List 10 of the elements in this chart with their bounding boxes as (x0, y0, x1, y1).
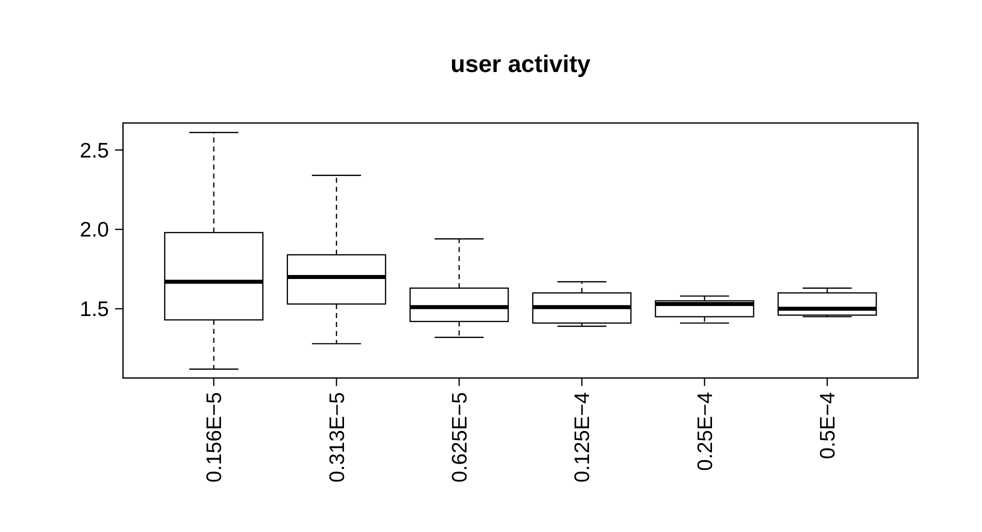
chart-title: user activity (450, 51, 592, 78)
x-tick-label: 0.5E−4 (816, 392, 840, 460)
y-tick-label: 2.0 (80, 218, 109, 242)
x-tick-label: 0.25E−4 (694, 392, 717, 471)
x-tick-label: 0.313E−5 (326, 392, 349, 483)
y-tick-label: 2.5 (80, 139, 109, 162)
y-tick-label: 1.5 (80, 298, 109, 322)
x-tick-label: 0.156E−5 (203, 392, 226, 483)
x-tick-label: 0.125E−4 (571, 392, 594, 483)
x-tick-label: 0.625E−5 (448, 392, 472, 483)
